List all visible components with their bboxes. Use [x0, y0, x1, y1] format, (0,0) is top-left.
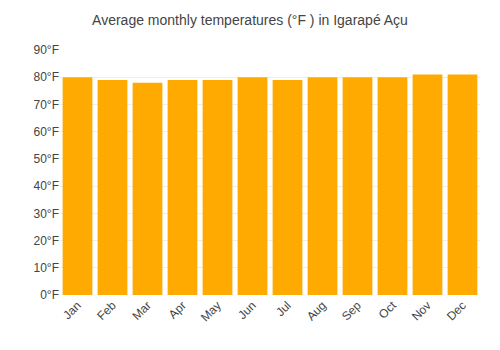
- svg-text:30°F: 30°F: [34, 207, 59, 221]
- svg-text:Apr: Apr: [166, 298, 189, 321]
- svg-text:40°F: 40°F: [34, 179, 59, 193]
- svg-text:Nov: Nov: [409, 298, 434, 323]
- svg-text:Sep: Sep: [339, 298, 364, 323]
- svg-text:20°F: 20°F: [34, 234, 59, 248]
- svg-text:May: May: [198, 298, 224, 324]
- svg-text:Jun: Jun: [235, 298, 259, 322]
- svg-text:10°F: 10°F: [34, 261, 59, 275]
- svg-text:Jan: Jan: [60, 298, 84, 322]
- svg-text:Aug: Aug: [304, 298, 329, 323]
- svg-text:0°F: 0°F: [40, 288, 59, 302]
- svg-text:Average monthly temperatures (: Average monthly temperatures (°F ) in Ig…: [92, 12, 408, 28]
- svg-text:80°F: 80°F: [34, 70, 59, 84]
- svg-text:60°F: 60°F: [34, 125, 59, 139]
- svg-text:90°F: 90°F: [34, 43, 59, 57]
- svg-text:Mar: Mar: [129, 298, 154, 323]
- svg-text:50°F: 50°F: [34, 152, 59, 166]
- svg-text:Dec: Dec: [444, 298, 469, 323]
- svg-text:70°F: 70°F: [34, 98, 59, 112]
- svg-text:Feb: Feb: [94, 298, 119, 323]
- svg-text:Jul: Jul: [273, 298, 294, 319]
- svg-text:Oct: Oct: [376, 298, 400, 322]
